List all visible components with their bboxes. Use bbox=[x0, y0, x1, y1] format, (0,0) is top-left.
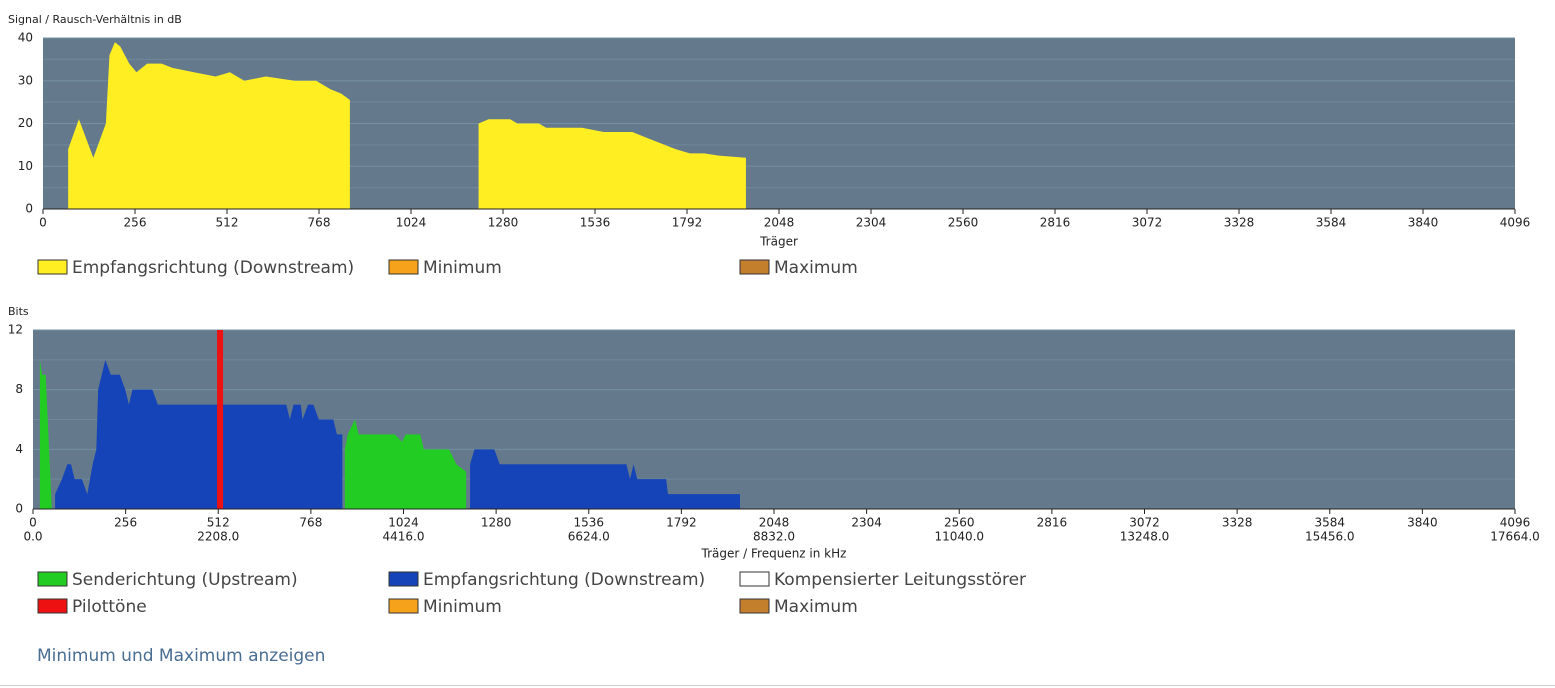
x-tick-label: 3072 bbox=[1129, 516, 1160, 530]
area bbox=[55, 359, 343, 509]
x2-tick-label: 17664.0 bbox=[1490, 530, 1540, 544]
x-tick-label: 3840 bbox=[1407, 516, 1438, 530]
legend-label: Empfangsrichtung (Downstream) bbox=[72, 258, 354, 278]
legend-swatch bbox=[739, 259, 770, 275]
x2-tick-label: 2208.0 bbox=[197, 530, 239, 544]
x-tick-label: 512 bbox=[207, 516, 230, 530]
pilot-tone bbox=[217, 330, 224, 509]
legend-label: Senderichtung (Upstream) bbox=[72, 570, 298, 590]
legend-label: Maximum bbox=[774, 258, 858, 278]
x-tick-label: 2304 bbox=[856, 216, 887, 230]
x-tick-label: 2304 bbox=[851, 516, 882, 530]
area bbox=[68, 42, 350, 210]
area bbox=[470, 449, 740, 509]
x-tick-label: 768 bbox=[299, 516, 322, 530]
y-tick-label: 30 bbox=[18, 73, 33, 87]
x-tick-label: 1024 bbox=[396, 216, 427, 230]
legend-label: Minimum bbox=[423, 258, 502, 278]
x-tick-label: 1280 bbox=[481, 516, 512, 530]
x-tick-label: 1792 bbox=[666, 516, 697, 530]
show-min-max-link[interactable]: Minimum und Maximum anzeigen bbox=[37, 646, 325, 666]
x-tick-label: 1280 bbox=[488, 216, 519, 230]
legend-swatch bbox=[739, 571, 770, 587]
x-tick-label: 0 bbox=[39, 216, 47, 230]
x-tick-label: 2560 bbox=[948, 216, 979, 230]
x-tick-label: 1536 bbox=[573, 516, 604, 530]
area bbox=[478, 119, 746, 209]
x2-tick-label: 6624.0 bbox=[568, 530, 610, 544]
x-tick-label: 0 bbox=[29, 516, 37, 530]
legend-label: Maximum bbox=[774, 597, 858, 617]
x-tick-label: 256 bbox=[114, 516, 137, 530]
x-tick-label: 1792 bbox=[672, 216, 703, 230]
legend-label: Pilottöne bbox=[72, 597, 147, 617]
legend-swatch bbox=[388, 259, 419, 275]
x-axis-label: Träger bbox=[759, 235, 798, 249]
legend-label: Minimum bbox=[423, 597, 502, 617]
legend-swatch bbox=[37, 598, 68, 614]
legend-label: Empfangsrichtung (Downstream) bbox=[423, 570, 705, 590]
x-tick-label: 2816 bbox=[1040, 216, 1071, 230]
y-tick-label: 12 bbox=[8, 323, 23, 337]
x-tick-label: 2048 bbox=[764, 216, 795, 230]
legend-swatch bbox=[37, 571, 68, 587]
legend-swatch bbox=[388, 598, 419, 614]
area bbox=[344, 419, 467, 509]
x2-tick-label: 8832.0 bbox=[753, 530, 795, 544]
x-tick-label: 1536 bbox=[580, 216, 611, 230]
x-tick-label: 4096 bbox=[1500, 216, 1531, 230]
y-tick-label: 0 bbox=[25, 202, 33, 216]
x2-tick-label: 15456.0 bbox=[1305, 530, 1355, 544]
x-tick-label: 3584 bbox=[1314, 516, 1345, 530]
y-tick-label: 20 bbox=[18, 116, 33, 130]
legend-swatch bbox=[37, 259, 68, 275]
legend-swatch bbox=[739, 598, 770, 614]
x-tick-label: 768 bbox=[308, 216, 331, 230]
x-tick-label: 2560 bbox=[944, 516, 975, 530]
x2-tick-label: 4416.0 bbox=[383, 530, 425, 544]
y-tick-label: 40 bbox=[18, 31, 33, 45]
x2-tick-label: 13248.0 bbox=[1120, 530, 1170, 544]
x-tick-label: 3328 bbox=[1222, 516, 1253, 530]
x-tick-label: 3328 bbox=[1224, 216, 1255, 230]
x-axis-label: Träger / Frequenz in kHz bbox=[701, 547, 847, 561]
x2-tick-label: 11040.0 bbox=[934, 530, 984, 544]
y-tick-label: 0 bbox=[15, 502, 23, 516]
legend-swatch bbox=[388, 571, 419, 587]
x-tick-label: 3584 bbox=[1316, 216, 1347, 230]
y-axis-label: Bits bbox=[8, 305, 29, 318]
y-tick-label: 10 bbox=[18, 159, 33, 173]
x-tick-label: 1024 bbox=[388, 516, 419, 530]
x-tick-label: 3840 bbox=[1408, 216, 1439, 230]
x-tick-label: 2048 bbox=[759, 516, 790, 530]
legend-label: Kompensierter Leitungsstörer bbox=[774, 570, 1026, 590]
x-tick-label: 256 bbox=[124, 216, 147, 230]
y-tick-label: 8 bbox=[15, 382, 23, 396]
x2-tick-label: 0.0 bbox=[23, 530, 42, 544]
area bbox=[39, 359, 52, 509]
y-axis-label: Signal / Rausch-Verhältnis in dB bbox=[8, 13, 182, 26]
y-tick-label: 4 bbox=[15, 442, 23, 456]
x-tick-label: 3072 bbox=[1132, 216, 1163, 230]
x-tick-label: 4096 bbox=[1500, 516, 1531, 530]
x-tick-label: 2816 bbox=[1037, 516, 1068, 530]
x-tick-label: 512 bbox=[216, 216, 239, 230]
